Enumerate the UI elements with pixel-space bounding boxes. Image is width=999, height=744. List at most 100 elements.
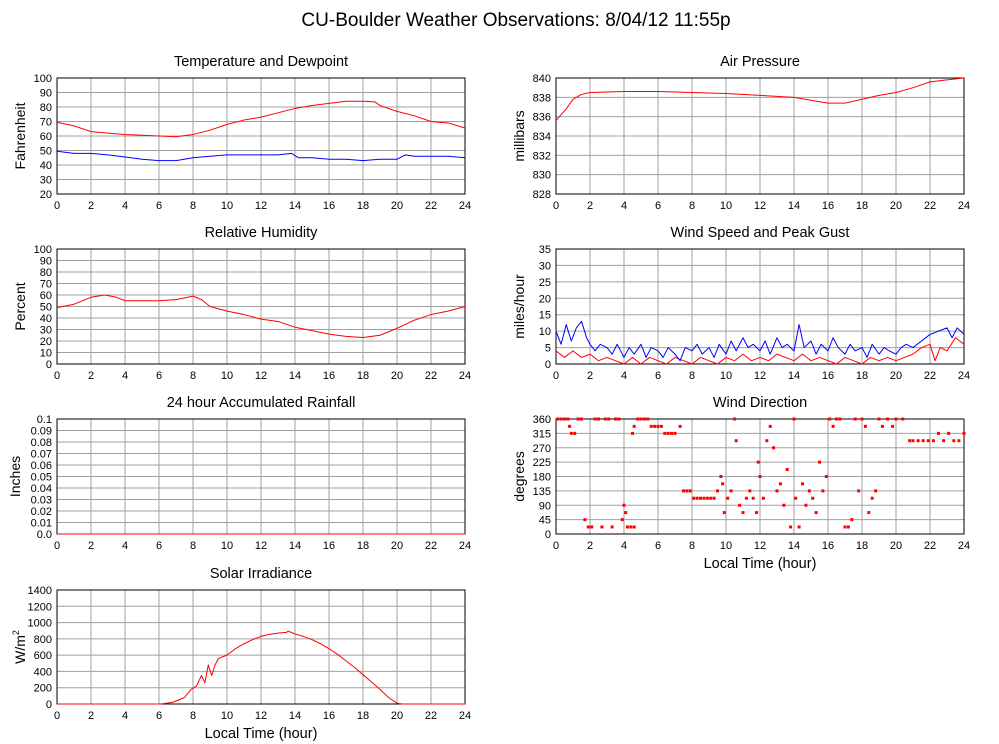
data-point bbox=[863, 424, 867, 428]
data-point bbox=[716, 489, 719, 493]
plot-frame bbox=[56, 77, 466, 195]
data-point bbox=[569, 431, 573, 435]
series-line-pressure bbox=[555, 77, 965, 121]
data-point bbox=[721, 482, 725, 486]
x-tick-label: 8 bbox=[689, 540, 695, 552]
y-axis-label-text: degrees bbox=[511, 451, 527, 502]
series-line-humidity bbox=[56, 294, 466, 339]
y-axis-label-text: Percent bbox=[12, 282, 28, 330]
data-point bbox=[768, 424, 772, 428]
data-point bbox=[556, 417, 560, 421]
data-point bbox=[624, 511, 628, 515]
data-point bbox=[631, 431, 634, 435]
chart-title: Wind Speed and Peak Gust bbox=[671, 225, 850, 241]
data-point bbox=[846, 525, 850, 529]
series-line-wind_speed bbox=[555, 337, 965, 365]
data-point bbox=[610, 525, 614, 529]
data-point bbox=[653, 424, 657, 428]
data-point bbox=[921, 439, 925, 443]
data-point bbox=[931, 439, 935, 443]
x-axis-label: Local Time (hour) bbox=[704, 556, 817, 572]
y-axis-label-text: Inches bbox=[7, 456, 23, 497]
y-tick-label: 200 bbox=[34, 683, 52, 695]
data-point bbox=[850, 518, 854, 522]
y-tick-label: 80 bbox=[40, 267, 52, 279]
y-tick-label: 20 bbox=[539, 293, 551, 305]
y-axis-label-text: miles/hour bbox=[511, 274, 527, 339]
y-tick-label: 5 bbox=[545, 343, 551, 355]
x-tick-label: 16 bbox=[323, 710, 335, 722]
x-tick-label: 24 bbox=[459, 710, 471, 722]
x-tick-label: 6 bbox=[655, 200, 661, 212]
y-tick-label: 832 bbox=[533, 150, 551, 162]
data-point bbox=[880, 424, 884, 428]
x-tick-label: 20 bbox=[890, 370, 902, 382]
data-point bbox=[642, 417, 646, 421]
y-axis-label-superscript: 2 bbox=[11, 630, 21, 635]
x-tick-label: 8 bbox=[190, 540, 196, 552]
data-point bbox=[741, 511, 745, 515]
data-point bbox=[916, 439, 920, 443]
series-line-peak_gust bbox=[555, 320, 965, 362]
x-tick-label: 8 bbox=[689, 370, 695, 382]
y-tick-label: 800 bbox=[34, 634, 52, 646]
y-tick-label: 0.02 bbox=[31, 506, 52, 518]
x-tick-label: 16 bbox=[323, 370, 335, 382]
x-tick-label: 6 bbox=[655, 540, 661, 552]
y-axis-label-text: W/m bbox=[12, 635, 28, 664]
data-point bbox=[586, 525, 590, 529]
x-tick-label: 24 bbox=[459, 540, 471, 552]
x-tick-label: 14 bbox=[289, 710, 301, 722]
y-tick-label: 270 bbox=[533, 443, 551, 455]
y-axis-label: degrees bbox=[511, 451, 527, 502]
x-tick-label: 16 bbox=[822, 370, 834, 382]
chart-title: Air Pressure bbox=[720, 54, 800, 70]
x-tick-label: 24 bbox=[958, 200, 970, 212]
x-tick-label: 18 bbox=[357, 370, 369, 382]
y-tick-label: 0 bbox=[46, 359, 52, 371]
data-point bbox=[692, 496, 696, 500]
data-point bbox=[877, 417, 881, 421]
y-tick-label: 40 bbox=[40, 160, 52, 172]
y-axis-label-text: millibars bbox=[511, 110, 527, 161]
data-point bbox=[632, 525, 636, 529]
data-point bbox=[705, 496, 709, 500]
data-point bbox=[670, 431, 674, 435]
x-tick-label: 8 bbox=[190, 200, 196, 212]
data-point bbox=[566, 417, 570, 421]
x-tick-label: 2 bbox=[587, 540, 593, 552]
y-tick-label: 135 bbox=[533, 486, 551, 498]
data-point bbox=[568, 424, 572, 428]
x-tick-label: 22 bbox=[425, 370, 437, 382]
x-tick-label: 2 bbox=[88, 540, 94, 552]
x-tick-label: 0 bbox=[553, 540, 559, 552]
data-point bbox=[835, 417, 838, 421]
x-tick-label: 24 bbox=[958, 370, 970, 382]
x-tick-label: 14 bbox=[788, 370, 800, 382]
data-point bbox=[755, 511, 759, 515]
data-point bbox=[625, 525, 629, 529]
series-wind_direction bbox=[556, 417, 966, 529]
y-tick-label: 70 bbox=[40, 279, 52, 291]
data-point bbox=[811, 496, 815, 500]
data-point bbox=[818, 460, 821, 464]
data-point bbox=[952, 439, 956, 443]
data-point bbox=[831, 424, 835, 428]
x-tick-label: 2 bbox=[88, 710, 94, 722]
x-tick-label: 14 bbox=[289, 370, 301, 382]
x-tick-label: 8 bbox=[190, 370, 196, 382]
x-tick-label: 0 bbox=[54, 370, 60, 382]
data-point bbox=[712, 496, 716, 500]
data-point bbox=[792, 417, 796, 421]
data-point bbox=[709, 496, 713, 500]
data-point bbox=[573, 431, 577, 435]
x-tick-label: 18 bbox=[357, 710, 369, 722]
data-point bbox=[629, 525, 633, 529]
x-tick-label: 10 bbox=[221, 370, 233, 382]
x-tick-label: 14 bbox=[289, 200, 301, 212]
y-tick-label: 400 bbox=[34, 666, 52, 678]
x-tick-label: 14 bbox=[289, 540, 301, 552]
data-point bbox=[761, 496, 765, 500]
y-tick-label: 0.07 bbox=[31, 449, 52, 461]
